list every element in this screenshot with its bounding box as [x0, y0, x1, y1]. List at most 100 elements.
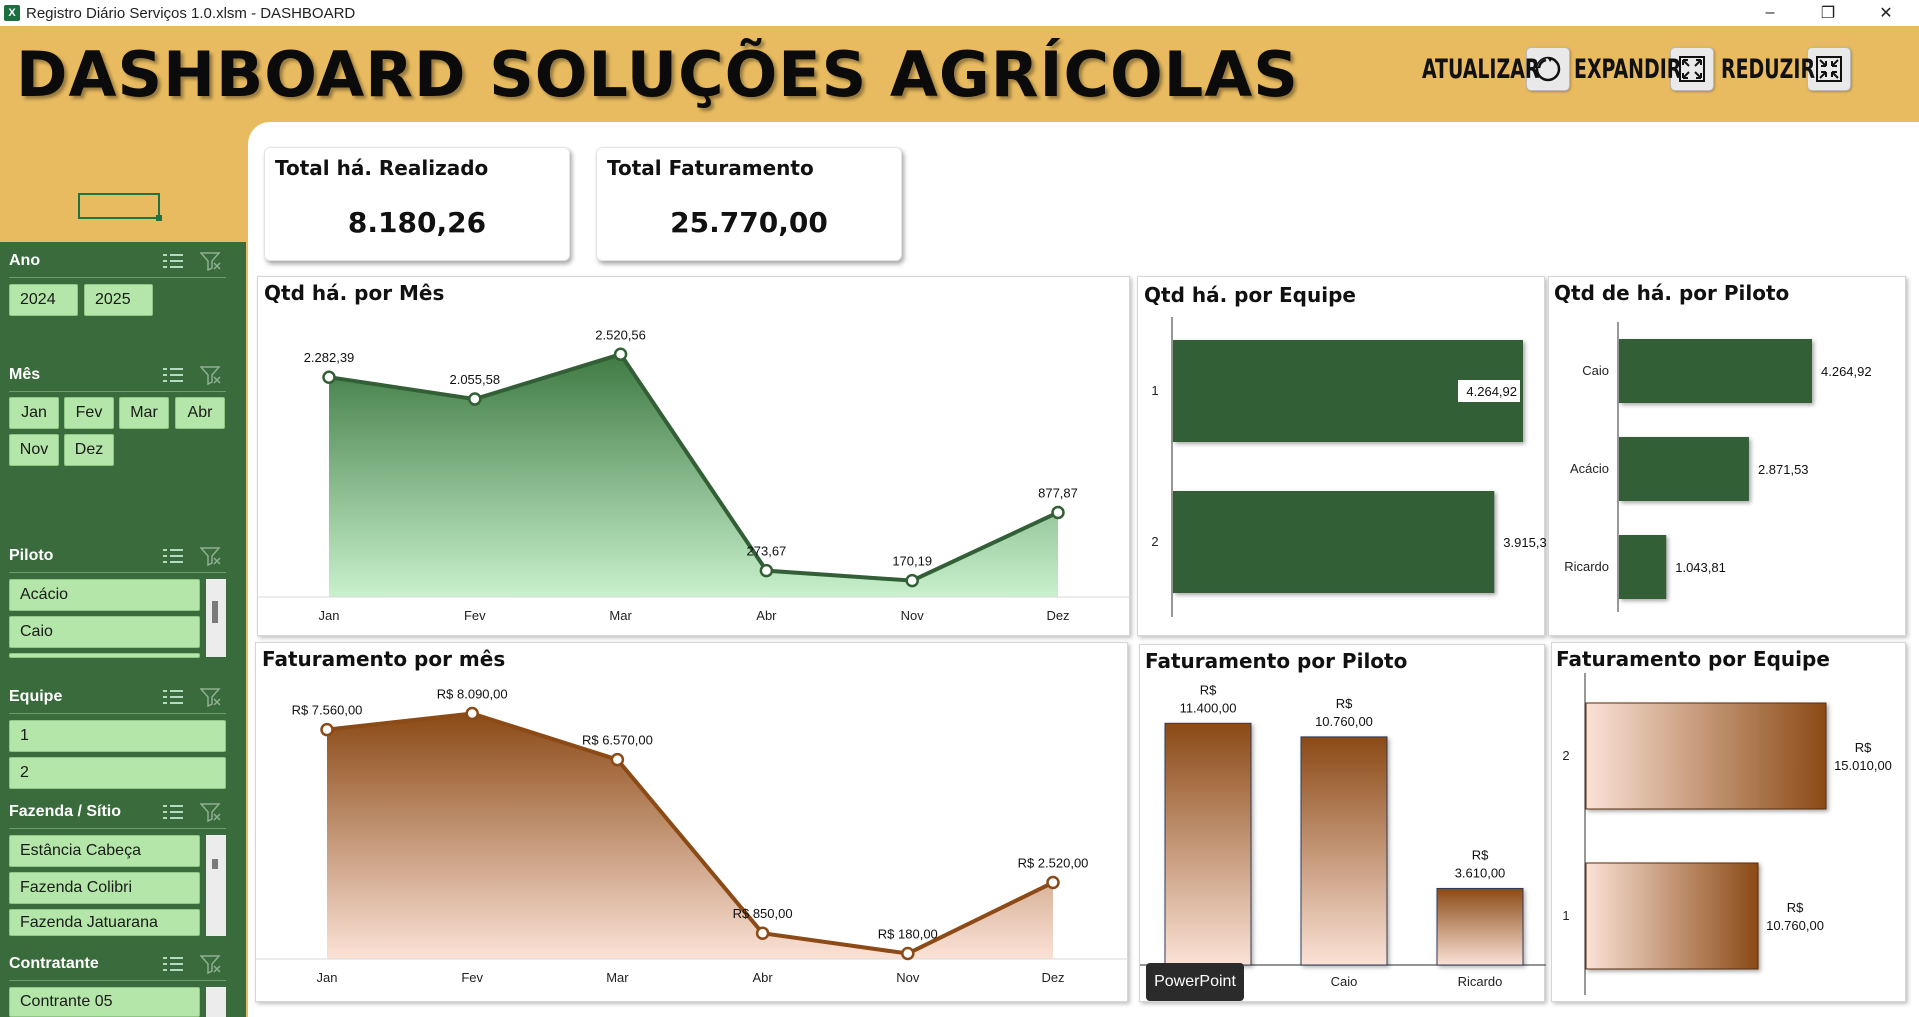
powerpoint-tooltip: PowerPoint: [1146, 963, 1244, 1001]
multi-select-icon[interactable]: [161, 545, 185, 567]
restore-button[interactable]: ❐: [1820, 5, 1836, 22]
slicer-item-partial[interactable]: [9, 653, 200, 658]
bar: [1619, 437, 1749, 501]
kpi-total-ha: Total há. Realizado 8.180,26: [264, 147, 570, 261]
clear-filter-icon[interactable]: [199, 364, 223, 386]
slicer-item-acacio[interactable]: Acácio: [9, 579, 200, 611]
x-tick-label: Abr: [756, 608, 777, 623]
data-label: R$ 180,00: [878, 927, 938, 942]
chart-title: Qtd há. por Mês: [264, 281, 445, 305]
slicer-item-mar[interactable]: Mar: [119, 397, 169, 429]
x-tick-label: Caio: [1331, 974, 1358, 989]
slicer-item-contrante-05[interactable]: Contrante 05: [9, 987, 200, 1017]
data-label: 15.010,00: [1834, 758, 1892, 773]
clear-filter-icon[interactable]: [199, 545, 223, 567]
data-label: 2.871,53: [1758, 462, 1809, 477]
slicer-divider: [9, 572, 226, 573]
y-tick-label: 1: [1151, 383, 1158, 398]
window-title-bar: X Registro Diário Serviços 1.0.xlsm - DA…: [0, 0, 1919, 26]
minimize-button[interactable]: –: [1765, 4, 1775, 21]
dashboard-title: DASHBOARD SOLUÇÕES AGRÍCOLAS: [16, 38, 1299, 111]
data-label: 273,67: [747, 544, 787, 559]
slicer-item-2025[interactable]: 2025: [84, 284, 153, 316]
slicer-item-estancia-cabeca[interactable]: Estância Cabeça: [9, 835, 200, 867]
slicer-fazenda-title: Fazenda / Sítio: [9, 803, 122, 820]
data-label: 3.915,34: [1503, 535, 1546, 550]
data-point: [610, 752, 625, 767]
chart-title: Qtd de há. por Piloto: [1554, 281, 1790, 305]
x-tick-label: Nov: [901, 608, 925, 623]
slicer-item-equipe-2[interactable]: 2: [9, 757, 226, 789]
slicer-item-abr[interactable]: Abr: [175, 397, 225, 429]
slicer-item-caio[interactable]: Caio: [9, 616, 200, 648]
data-point: [322, 370, 336, 384]
slicer-divider: [9, 980, 226, 981]
slicer-item-fazenda-jatuarana[interactable]: Fazenda Jatuarana: [9, 909, 200, 936]
chart-qtd-ha-por-mes[interactable]: Qtd há. por Mês 2.282,39 Jan 2.055,58 Fev 2.…: [257, 276, 1131, 636]
slicer-item-dez[interactable]: Dez: [64, 434, 114, 466]
atualizar-button[interactable]: ATUALIZAR: [1422, 44, 1570, 94]
slicer-scrollbar[interactable]: [206, 579, 226, 657]
kpi-label: Total há. Realizado: [275, 156, 489, 180]
atualizar-label: ATUALIZAR: [1422, 53, 1540, 85]
slicer-mes-title: Mês: [9, 366, 41, 383]
slicer-item-equipe-1[interactable]: 1: [9, 720, 226, 752]
x-tick-label: Dez: [1041, 970, 1064, 985]
x-tick-label: Nov: [896, 970, 920, 985]
bar: [1164, 722, 1252, 966]
selected-cell[interactable]: [78, 193, 162, 221]
clear-filter-icon[interactable]: [199, 250, 223, 272]
refresh-icon[interactable]: [1526, 47, 1570, 91]
chart-faturamento-por-mes[interactable]: Faturamento por mês R$ 7.560,00 Jan R$ 8.0…: [255, 642, 1129, 1002]
close-button[interactable]: ✕: [1879, 5, 1893, 22]
x-tick-label: Ricardo: [1458, 974, 1503, 989]
chart-qtd-ha-por-piloto[interactable]: Qtd de há. por Piloto Caio 4.264,92 Acácio…: [1548, 276, 1906, 636]
clear-filter-icon[interactable]: [199, 686, 223, 708]
expand-icon[interactable]: [1670, 47, 1714, 91]
data-label: R$ 8.090,00: [437, 687, 508, 702]
slicer-divider: [9, 828, 226, 829]
data-point: [320, 722, 334, 737]
clear-filter-icon[interactable]: [199, 801, 223, 823]
data-label: R$ 6.570,00: [582, 733, 653, 748]
data-point: [905, 573, 919, 588]
data-point: [901, 946, 915, 961]
slicer-item-nov[interactable]: Nov: [9, 434, 59, 466]
clear-filter-icon[interactable]: [199, 953, 223, 975]
collapse-icon[interactable]: [1807, 47, 1851, 91]
kpi-value: 8.180,26: [347, 206, 487, 239]
data-point: [759, 563, 774, 578]
data-point: [613, 347, 628, 362]
slicer-item-jan[interactable]: Jan: [9, 397, 59, 429]
chart-faturamento-por-piloto[interactable]: Faturamento por Piloto R$11.400,00Acácio…: [1139, 644, 1546, 1002]
data-label: 1.043,81: [1675, 560, 1726, 575]
chart-title: Faturamento por Piloto: [1145, 649, 1408, 673]
slicer-scrollbar[interactable]: [206, 835, 226, 936]
area-fill: [327, 713, 1053, 959]
multi-select-icon[interactable]: [161, 364, 185, 386]
expandir-button[interactable]: EXPANDIR: [1574, 44, 1714, 94]
reduzir-button[interactable]: REDUZIR: [1721, 44, 1851, 94]
chart-title: Faturamento por Equipe: [1556, 647, 1830, 671]
data-label: 3.610,00: [1455, 865, 1506, 880]
data-label: R$: [1855, 740, 1872, 755]
chart-title: Qtd há. por Equipe: [1144, 283, 1356, 307]
slicer-item-fazenda-colibri[interactable]: Fazenda Colibri: [9, 872, 200, 904]
multi-select-icon[interactable]: [161, 801, 185, 823]
data-label-bg: [1458, 380, 1520, 402]
slicer-scrollbar[interactable]: [206, 987, 226, 1017]
multi-select-icon[interactable]: [161, 686, 185, 708]
chart-qtd-ha-por-equipe[interactable]: Qtd há. por Equipe 1 4.264,92 2 3.915,34: [1137, 276, 1546, 636]
slicer-divider: [9, 391, 226, 392]
data-label: 170,19: [892, 554, 932, 569]
chart-title: Faturamento por mês: [262, 647, 506, 671]
y-tick-label: Acácio: [1570, 461, 1609, 476]
y-tick-label: Caio: [1582, 363, 1609, 378]
chart-faturamento-por-equipe[interactable]: Faturamento por Equipe 2 R$ 15.010,00 1 R$ 10…: [1551, 642, 1906, 1002]
slicer-item-fev[interactable]: Fev: [64, 397, 114, 429]
multi-select-icon[interactable]: [161, 250, 185, 272]
y-tick-label: Ricardo: [1564, 559, 1609, 574]
slicer-item-2024[interactable]: 2024: [9, 284, 78, 316]
data-label: 877,87: [1038, 485, 1078, 500]
multi-select-icon[interactable]: [161, 953, 185, 975]
